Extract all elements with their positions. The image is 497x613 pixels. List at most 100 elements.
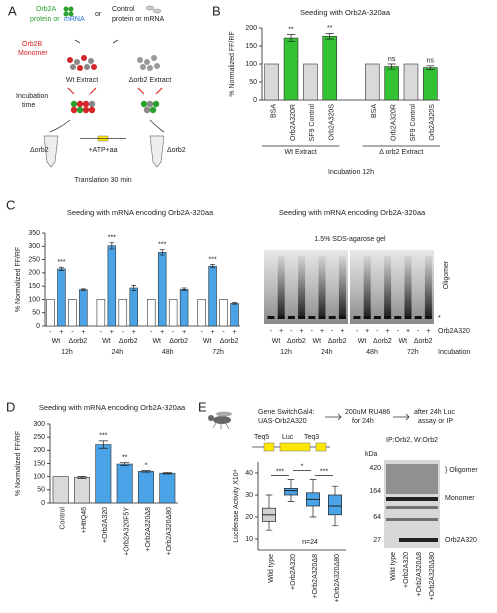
panel-label: B	[212, 3, 221, 18]
y-tick-label: 100	[245, 61, 257, 68]
y-tick-label: 0	[41, 500, 45, 507]
error-bar	[109, 242, 115, 250]
subgroup-label: Δorb2	[69, 338, 88, 345]
x-tick-label: +Orb2A320Δ8	[145, 507, 152, 552]
band	[277, 316, 285, 319]
bar	[129, 287, 138, 327]
y-tick-label: 50	[32, 310, 40, 317]
icon	[145, 5, 162, 14]
smear	[338, 256, 346, 318]
gel-label: Oligomer	[443, 260, 450, 289]
sign: -	[270, 328, 273, 335]
x-tick-label: SF9 Control	[410, 104, 417, 142]
y-tick-label: 0	[36, 323, 40, 330]
label: Δorb2	[167, 147, 186, 154]
y-tick-label: 300	[28, 243, 40, 250]
y-tick-label: 10	[245, 536, 253, 543]
y-tick-label: 50	[249, 79, 257, 86]
bar	[322, 35, 337, 101]
strain: Wt	[313, 338, 322, 345]
x-tick-label: Orb2A320R	[290, 104, 297, 141]
bar	[68, 299, 77, 327]
x-axis-label: Incubation 12h	[328, 169, 374, 176]
y-tick-label: 350	[28, 230, 40, 237]
significance: *	[145, 462, 148, 469]
group-label: 48h	[162, 349, 174, 356]
gel: Seeding with mRNA encoding Orb2A-320aa 1…	[264, 208, 470, 356]
gel-image	[264, 250, 348, 324]
subgroup-label: Δorb2	[119, 338, 138, 345]
x-tick-label: Orb2A320R	[390, 104, 397, 141]
sign: +	[320, 328, 324, 335]
label: Orb2A	[36, 6, 57, 13]
bar	[118, 299, 128, 327]
band	[373, 316, 381, 319]
x-tick-label: +	[182, 329, 186, 336]
label: or	[95, 11, 102, 18]
x-tick-label: +	[160, 329, 164, 336]
panel-label: D	[6, 399, 15, 414]
panel-label: E	[198, 399, 207, 414]
smear	[363, 256, 371, 318]
note: n=24	[302, 539, 318, 546]
lane-label: +Orb2A320	[403, 552, 410, 588]
group-label: Wt Extract	[285, 149, 317, 156]
extract-wt	[67, 55, 97, 71]
label: Incubation	[16, 93, 48, 100]
x-tick-label: +	[59, 329, 63, 336]
kda-label: 64	[373, 514, 381, 521]
gel-label: Orb2A320	[438, 328, 470, 335]
significance: ns	[427, 58, 435, 65]
chart-title: Seeding with Orb2A-320aa	[300, 8, 391, 17]
label: assay or IP	[418, 418, 453, 425]
sign: +	[279, 328, 283, 335]
blot-label: Orb2A320	[445, 537, 477, 544]
kda-label: 420	[369, 465, 381, 472]
chart-title: Seeding with mRNA encoding Orb2A-320aa	[67, 208, 214, 217]
label: 200uM RU486	[345, 409, 390, 416]
time: 12h	[280, 349, 292, 356]
significance: **	[288, 26, 294, 33]
significance: ***	[320, 468, 328, 475]
fly-icon	[208, 411, 232, 430]
band	[328, 316, 336, 319]
strain: Wt	[358, 338, 367, 345]
band	[338, 316, 346, 319]
chart-title: Seeding with mRNA encoding Orb2A-320aa	[39, 403, 186, 412]
error-bar	[59, 266, 64, 271]
y-axis-label: % Normalized FF/RF	[15, 431, 22, 496]
bar	[138, 471, 154, 504]
error-bar	[210, 264, 215, 269]
bar	[219, 299, 228, 327]
x-tick-label: +Orb2A320Δ8	[312, 554, 319, 599]
band	[267, 316, 275, 319]
significance: ***	[108, 234, 116, 241]
sign: -	[331, 328, 334, 335]
y-tick-label: 30	[245, 492, 253, 499]
significance: ***	[276, 468, 284, 475]
band	[298, 316, 306, 319]
bar	[95, 444, 112, 504]
x-tick-label: +	[232, 329, 236, 336]
significance: **	[327, 25, 333, 32]
label: kDa	[365, 451, 378, 458]
bar	[283, 37, 299, 101]
x-tick-label: Orb2A320S	[429, 104, 436, 141]
sign: -	[311, 328, 314, 335]
error-bar	[80, 288, 86, 291]
band	[404, 316, 412, 319]
significance: ***	[57, 259, 65, 266]
x-tick-label: +	[81, 329, 85, 336]
band	[394, 316, 402, 319]
lane-label: +Orb2A320Δ80	[429, 552, 436, 601]
blot-label: Monomer	[445, 495, 475, 502]
bar	[423, 67, 438, 101]
panel-label: C	[6, 197, 15, 212]
label: Gene SwitchGal4:	[258, 409, 314, 416]
smear	[277, 256, 285, 318]
error-bar	[181, 287, 187, 292]
label: time	[22, 102, 35, 109]
error-bar	[286, 34, 296, 43]
x-tick-label: +HttQ46	[81, 507, 88, 533]
y-axis-label: % Normalized FF/RF	[15, 247, 22, 312]
